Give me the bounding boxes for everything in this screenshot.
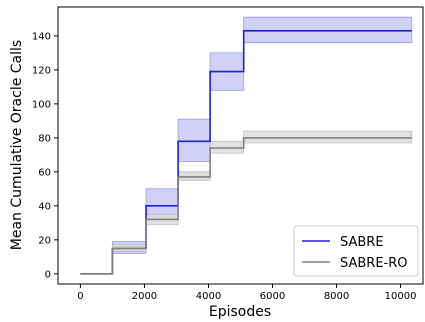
plot-frame (57, 6, 424, 285)
legend: SABRE SABRE-RO (293, 225, 419, 277)
y-tick-label-120: 120 (32, 65, 51, 76)
line-sabre-ro (80, 137, 412, 275)
x-tick-label-0: 0 (77, 291, 83, 302)
y-axis-ticks: 0 20 40 60 80 100 120 140 (32, 31, 58, 280)
y-tick-label-40: 40 (38, 201, 51, 212)
x-axis-ticks: 0 2000 4000 6000 8000 10000 (77, 284, 416, 302)
y-tick-label-80: 80 (38, 133, 51, 144)
x-axis-label: Episodes (209, 304, 271, 320)
legend-label-sabre-ro: SABRE-RO (340, 256, 408, 271)
x-tick-label-8000: 8000 (324, 291, 349, 302)
y-tick-label-60: 60 (38, 167, 51, 178)
y-tick-label-140: 140 (32, 31, 51, 42)
y-tick-label-100: 100 (32, 99, 51, 110)
y-axis-label: Mean Cumulative Oracle Calls (9, 40, 25, 250)
series-lines (80, 29, 412, 275)
y-tick-label-0: 0 (45, 269, 51, 280)
x-tick-label-10000: 10000 (385, 291, 417, 302)
legend-box (293, 225, 419, 277)
y-tick-label-20: 20 (38, 235, 51, 246)
x-tick-label-6000: 6000 (260, 291, 285, 302)
x-tick-label-4000: 4000 (196, 291, 221, 302)
legend-label-sabre: SABRE (340, 235, 384, 250)
x-tick-label-2000: 2000 (132, 291, 157, 302)
